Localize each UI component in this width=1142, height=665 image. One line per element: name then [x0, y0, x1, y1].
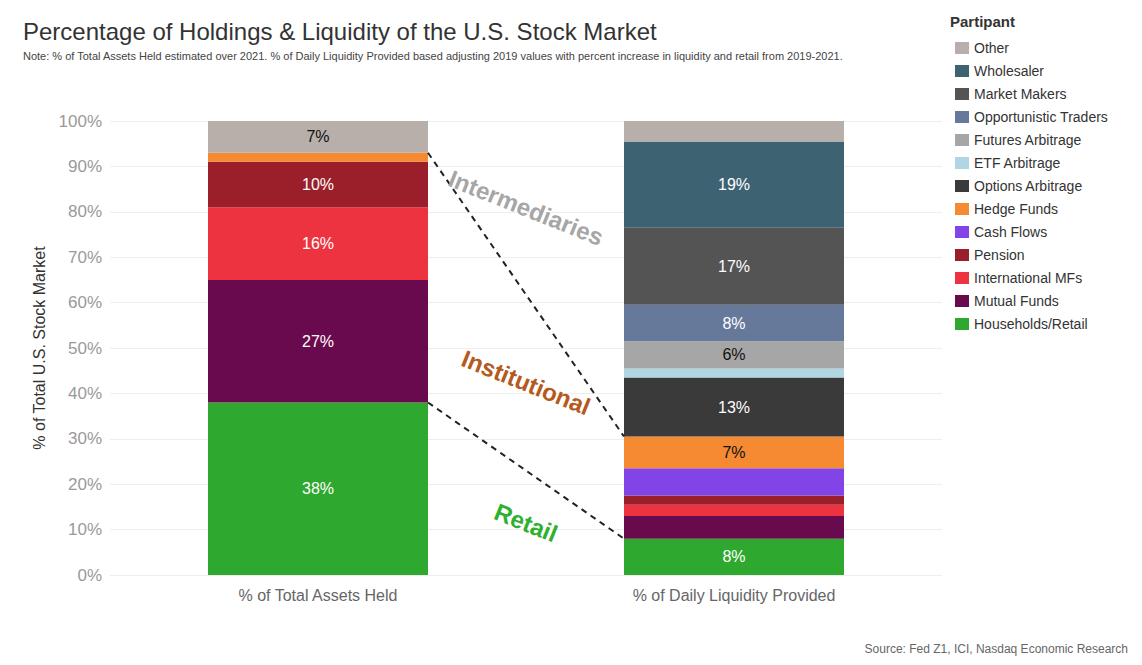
svg-text:Pension: Pension [974, 247, 1025, 263]
svg-text:40%: 40% [68, 384, 102, 403]
svg-text:Mutual Funds: Mutual Funds [974, 293, 1059, 309]
svg-text:10%: 10% [68, 520, 102, 539]
svg-text:Cash Flows: Cash Flows [974, 224, 1047, 240]
svg-text:Other: Other [974, 40, 1009, 56]
svg-text:50%: 50% [68, 339, 102, 358]
svg-text:Futures Arbitrage: Futures Arbitrage [974, 132, 1082, 148]
svg-text:Wholesaler: Wholesaler [974, 63, 1044, 79]
svg-text:Households/Retail: Households/Retail [974, 316, 1088, 332]
svg-text:Retail: Retail [491, 498, 562, 547]
svg-text:Options Arbitrage: Options Arbitrage [974, 178, 1082, 194]
svg-text:Opportunistic Traders: Opportunistic Traders [974, 109, 1108, 125]
svg-text:Percentage of Holdings & Liqui: Percentage of Holdings & Liquidity of th… [23, 18, 657, 45]
svg-text:8%: 8% [722, 315, 745, 332]
svg-text:Hedge Funds: Hedge Funds [974, 201, 1058, 217]
svg-text:20%: 20% [68, 475, 102, 494]
svg-text:8%: 8% [722, 548, 745, 565]
svg-text:International MFs: International MFs [974, 270, 1082, 286]
svg-text:Institutional: Institutional [458, 345, 594, 421]
svg-text:% of Daily Liquidity Provided: % of Daily Liquidity Provided [633, 587, 836, 604]
svg-text:6%: 6% [722, 346, 745, 363]
svg-text:80%: 80% [68, 202, 102, 221]
svg-text:Source: Fed Z1, ICI, Nasdaq Ec: Source: Fed Z1, ICI, Nasdaq Economic Res… [865, 642, 1128, 656]
svg-text:% of Total U.S. Stock Market: % of Total U.S. Stock Market [31, 246, 48, 450]
svg-text:60%: 60% [68, 293, 102, 312]
svg-text:100%: 100% [59, 112, 102, 131]
svg-text:% of Total Assets Held: % of Total Assets Held [239, 587, 398, 604]
svg-text:16%: 16% [302, 235, 334, 252]
svg-text:70%: 70% [68, 248, 102, 267]
svg-text:0%: 0% [77, 566, 102, 585]
svg-text:27%: 27% [302, 333, 334, 350]
svg-text:Note: % of Total Assets Held e: Note: % of Total Assets Held estimated o… [23, 50, 843, 62]
svg-text:38%: 38% [302, 480, 334, 497]
svg-text:7%: 7% [306, 128, 329, 145]
svg-text:19%: 19% [718, 176, 750, 193]
svg-text:10%: 10% [302, 176, 334, 193]
svg-text:Intermediaries: Intermediaries [445, 165, 607, 251]
svg-text:30%: 30% [68, 429, 102, 448]
svg-text:ETF Arbitrage: ETF Arbitrage [974, 155, 1061, 171]
svg-text:Market Makers: Market Makers [974, 86, 1067, 102]
svg-text:90%: 90% [68, 157, 102, 176]
svg-text:Partipant: Partipant [950, 13, 1015, 30]
svg-text:13%: 13% [718, 399, 750, 416]
svg-text:7%: 7% [722, 444, 745, 461]
svg-text:17%: 17% [718, 258, 750, 275]
